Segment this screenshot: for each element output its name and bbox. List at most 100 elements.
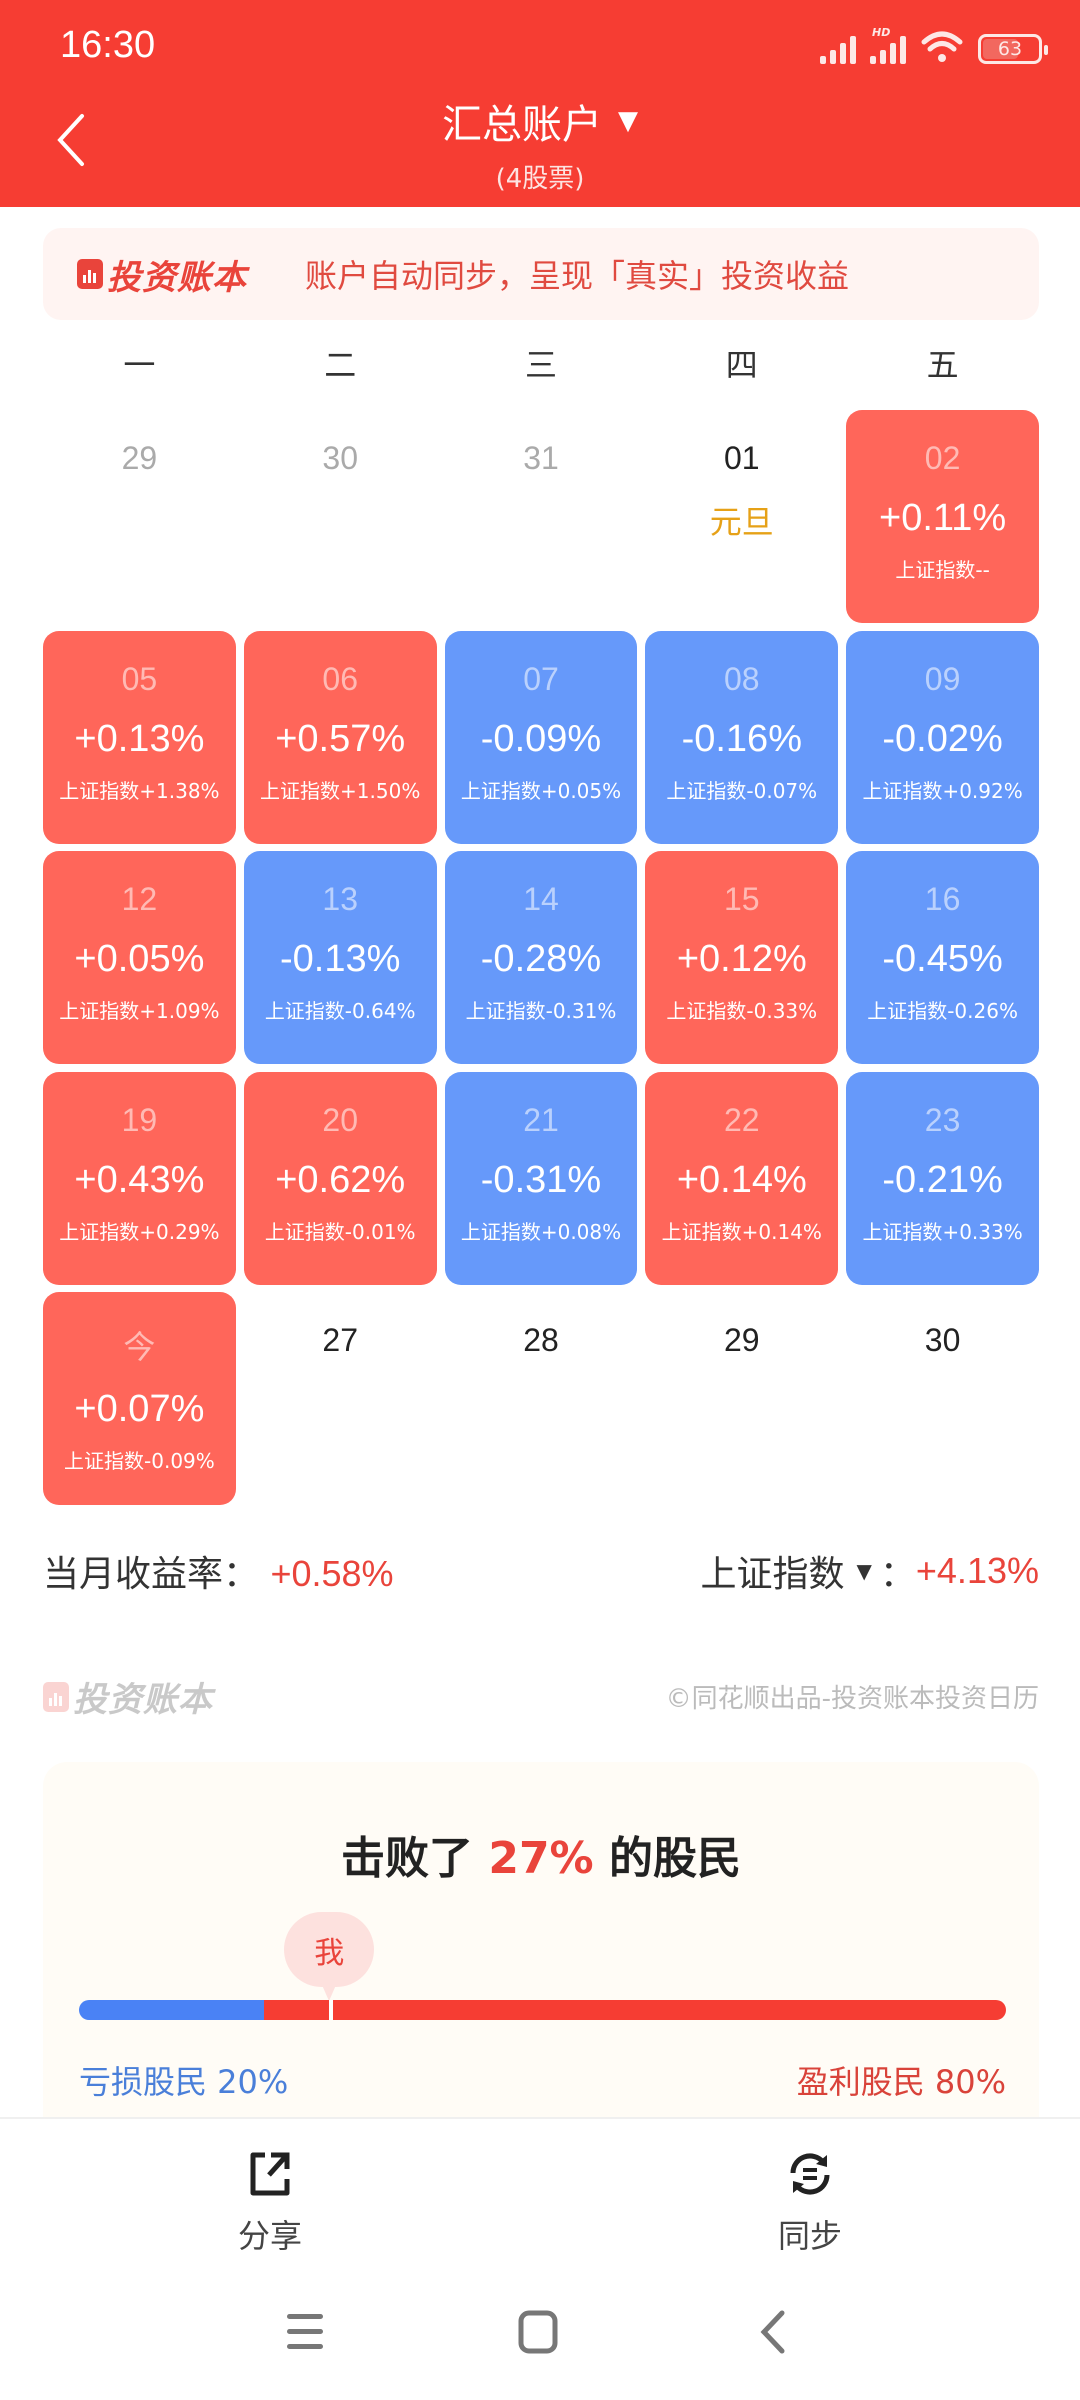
copyright-text: ©同花顺出品-投资账本投资日历 xyxy=(665,1684,1039,1714)
calendar-day-cell[interactable]: 20 +0.62% 上证指数-0.01% xyxy=(243,1071,437,1285)
calendar-day-cell[interactable]: 23 -0.21% 上证指数+0.33% xyxy=(846,1071,1039,1285)
calendar-day-cell[interactable]: 27 xyxy=(244,1292,437,1505)
day-number: 21 xyxy=(523,1101,559,1138)
recent-apps-button[interactable] xyxy=(285,2310,325,2354)
share-label: 分享 xyxy=(237,2217,302,2255)
index-change: 上证指数+0.92% xyxy=(862,778,1023,803)
status-time: 16:30 xyxy=(60,24,156,66)
day-number: 28 xyxy=(523,1322,559,1358)
ranking-title: 击败了 27% 的股民 xyxy=(43,1822,1039,1886)
calendar-day-cell[interactable]: 12 +0.05% 上证指数+1.09% xyxy=(43,851,236,1064)
page-subtitle: (4股票) xyxy=(495,164,585,194)
index-change: 上证指数+1.09% xyxy=(59,999,220,1023)
ranking-suffix: 的股民 xyxy=(593,1833,741,1884)
distribution-bar xyxy=(79,2000,1006,2020)
daily-return: -0.45% xyxy=(882,938,1003,980)
distribution-labels: 亏损股民 20% 盈利股民 80% xyxy=(79,2057,1006,2103)
calendar-day-cell[interactable]: 14 -0.28% 上证指数-0.31% xyxy=(444,851,638,1064)
calendar-day-cell[interactable]: 02 +0.11% 上证指数-- xyxy=(846,410,1039,623)
weekday-fri: 五 xyxy=(926,346,959,384)
status-icons: HD 63 xyxy=(820,26,1048,64)
daily-return: -0.09% xyxy=(480,717,602,760)
calendar-day-cell[interactable]: 31 xyxy=(445,410,638,623)
calendar-day-cell[interactable]: 16 -0.45% 上证指数-0.26% xyxy=(846,851,1039,1064)
calendar-day-cell[interactable]: 29 xyxy=(645,1292,838,1505)
calendar-day-cell[interactable]: 07 -0.09% 上证指数+0.05% xyxy=(444,630,638,844)
ranking-percent: 27% xyxy=(488,1833,594,1884)
promo-banner[interactable]: 投资账本 账户自动同步，呈现「真实」投资收益 xyxy=(43,228,1039,320)
index-change: 上证指数+0.14% xyxy=(661,1219,822,1244)
share-icon xyxy=(250,2152,290,2196)
index-selector[interactable]: 上证指数 xyxy=(700,1554,845,1595)
wifi-icon xyxy=(921,31,963,62)
day-number: 01 xyxy=(723,440,760,476)
calendar-day-cell[interactable]: 05 +0.13% 上证指数+1.38% xyxy=(43,630,236,844)
calendar-day-cell[interactable]: 08 -0.16% 上证指数-0.07% xyxy=(645,630,839,844)
me-marker-bubble: 我 xyxy=(284,1912,375,2001)
day-number: 29 xyxy=(723,1322,760,1358)
back-button[interactable] xyxy=(52,110,92,170)
index-change: 上证指数-0.01% xyxy=(264,1219,416,1244)
calendar-day-cell[interactable]: 09 -0.02% 上证指数+0.92% xyxy=(846,630,1039,844)
dropdown-triangle-icon: ▼ xyxy=(618,106,638,136)
day-number: 16 xyxy=(924,881,961,917)
daily-return: +0.11% xyxy=(879,497,1007,539)
month-return-value: +0.58% xyxy=(270,1553,394,1594)
weekday-mon: 一 xyxy=(123,346,156,384)
footer-logo: 投资账本 xyxy=(43,1672,213,1721)
calendar-day-cell[interactable]: 今 +0.07% 上证指数-0.09% xyxy=(43,1292,236,1505)
calendar-day-cell[interactable]: 15 +0.12% 上证指数-0.33% xyxy=(645,851,839,1064)
weekday-header: 一 二 三 四 五 xyxy=(43,340,1039,386)
sync-button[interactable]: 同步 xyxy=(750,2149,870,2257)
sync-label: 同步 xyxy=(777,2217,842,2255)
calendar-day-cell[interactable]: 30 xyxy=(244,410,437,623)
loss-segment xyxy=(79,2000,265,2020)
back-nav-button[interactable] xyxy=(758,2310,788,2354)
weekday-tue: 二 xyxy=(324,346,357,384)
ranking-card: 击败了 27% 的股民 我 亏损股民 20% 盈利股民 80% xyxy=(43,1762,1039,2122)
day-number: 23 xyxy=(924,1101,961,1138)
brand-name: 投资账本 xyxy=(107,257,247,298)
calendar-day-cell[interactable]: 28 xyxy=(445,1292,638,1505)
system-nav-bar xyxy=(0,2280,1080,2400)
calendar-day-cell[interactable]: 06 +0.57% 上证指数+1.50% xyxy=(243,630,437,844)
day-number: 02 xyxy=(924,440,961,476)
calendar-day-cell[interactable]: 30 xyxy=(846,1292,1039,1505)
page-title: 汇总账户 xyxy=(442,102,602,148)
loss-label: 亏损股民 20% xyxy=(79,2063,289,2101)
daily-return: +0.14% xyxy=(676,1158,807,1201)
day-number: 今 xyxy=(123,1329,156,1365)
brand-logo: 投资账本 xyxy=(77,250,247,299)
day-number: 09 xyxy=(924,660,961,697)
index-change: 上证指数+1.38% xyxy=(59,778,220,803)
ledger-icon xyxy=(43,1681,69,1712)
day-number: 27 xyxy=(322,1322,358,1358)
calendar-day-cell[interactable]: 21 -0.31% 上证指数+0.08% xyxy=(444,1071,638,1285)
index-change: 上证指数-0.31% xyxy=(465,999,617,1023)
calendar-day-cell[interactable]: 22 +0.14% 上证指数+0.14% xyxy=(645,1071,839,1285)
daily-return: -0.21% xyxy=(882,1158,1003,1201)
account-selector[interactable]: 汇总账户 ▼ (4股票) xyxy=(0,92,1080,195)
day-number: 31 xyxy=(523,440,559,476)
calendar-day-cell[interactable]: 13 -0.13% 上证指数-0.64% xyxy=(243,851,437,1064)
weekday-wed: 三 xyxy=(524,346,557,384)
calendar-day-cell[interactable]: 01 元旦 xyxy=(645,410,838,623)
day-number: 20 xyxy=(322,1101,358,1138)
index-change: 上证指数-0.64% xyxy=(264,999,416,1023)
day-number: 07 xyxy=(523,660,559,697)
share-button[interactable]: 分享 xyxy=(210,2149,330,2257)
calendar-day-cell[interactable]: 29 xyxy=(43,410,236,623)
index-dropdown-icon[interactable]: ▼ xyxy=(856,1559,872,1583)
day-number: 08 xyxy=(723,660,760,697)
ranking-prefix: 击败了 xyxy=(341,1833,489,1884)
daily-return: -0.13% xyxy=(279,938,401,980)
daily-return: +0.05% xyxy=(74,938,205,980)
day-number: 15 xyxy=(723,881,760,917)
index-change: 上证指数+0.05% xyxy=(460,778,622,803)
calendar-day-cell[interactable]: 19 +0.43% 上证指数+0.29% xyxy=(43,1071,236,1285)
me-position-marker xyxy=(329,2000,334,2020)
day-number: 29 xyxy=(121,440,158,476)
home-button[interactable] xyxy=(518,2310,560,2354)
day-number: 19 xyxy=(121,1101,158,1138)
day-number: 30 xyxy=(924,1322,961,1358)
